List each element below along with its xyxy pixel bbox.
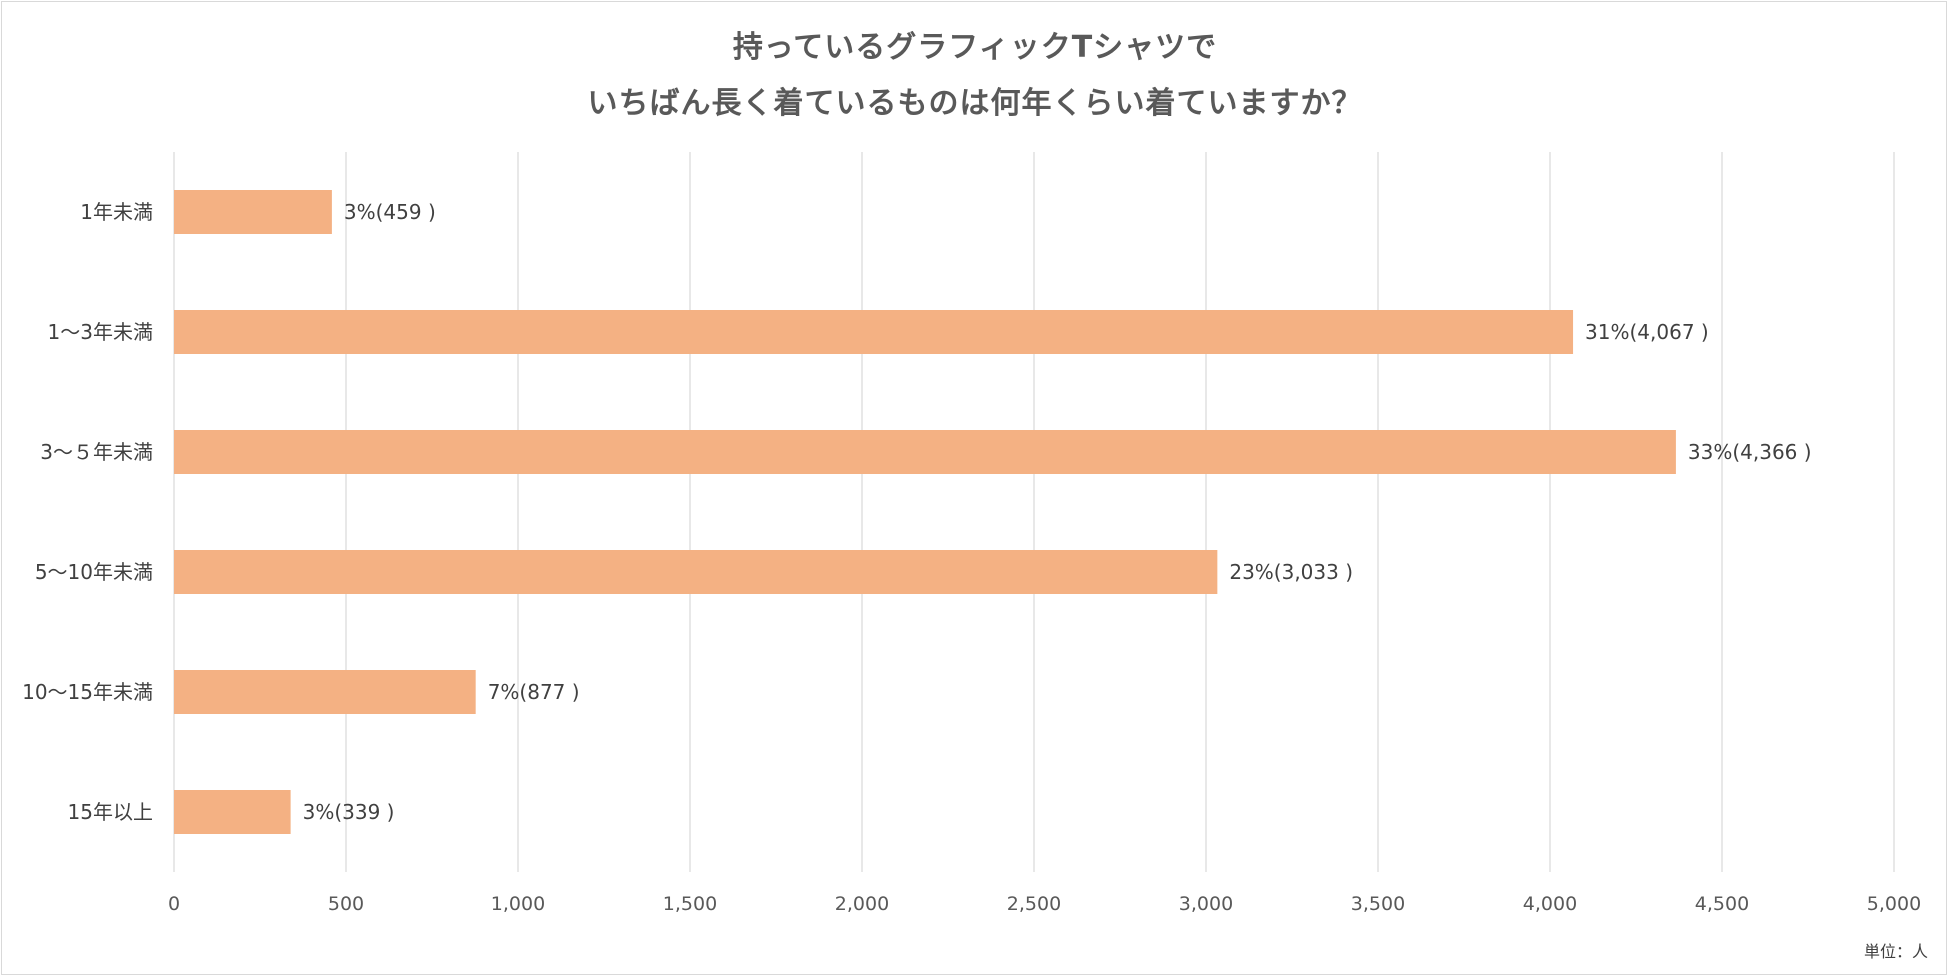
category-label-3: 5〜10年未満 (35, 560, 153, 584)
data-label-4: 7%(877 ) (488, 680, 580, 704)
x-tick-label-6: 3,000 (1179, 893, 1233, 915)
data-label-0: 3%(459 ) (344, 200, 436, 224)
x-tick-label-0: 0 (168, 893, 180, 915)
unit-label: 単位：人 (1863, 942, 1928, 961)
data-label-5: 3%(339 ) (303, 800, 395, 824)
data-label-1: 31%(4,067 ) (1585, 320, 1709, 344)
bar-1 (174, 310, 1574, 354)
x-tick-label-3: 1,500 (663, 893, 717, 915)
x-tick-label-2: 1,000 (491, 893, 545, 915)
bar-2 (174, 430, 1676, 474)
x-tick-label-8: 4,000 (1523, 893, 1577, 915)
bar-3 (174, 550, 1218, 594)
chart-title-line-2: いちばん長く着ているものは何年くらい着ていますか？ (587, 86, 1363, 121)
category-label-1: 1〜3年未満 (48, 320, 153, 344)
bar-4 (174, 670, 476, 714)
x-tick-label-4: 2,000 (835, 893, 889, 915)
x-tick-label-10: 5,000 (1867, 893, 1921, 915)
x-tick-label-1: 500 (328, 893, 364, 915)
x-tick-label-9: 4,500 (1695, 893, 1749, 915)
chart-title-line-1: 持っているグラフィックTシャツで (732, 30, 1218, 65)
category-label-5: 15年以上 (68, 800, 153, 824)
data-label-3: 23%(3,033 ) (1229, 560, 1353, 584)
category-label-4: 10〜15年未満 (22, 680, 153, 704)
x-tick-label-7: 3,500 (1351, 893, 1405, 915)
bar-5 (174, 790, 291, 834)
data-label-2: 33%(4,366 ) (1688, 440, 1812, 464)
bar-0 (174, 190, 332, 234)
category-label-0: 1年未満 (80, 200, 153, 224)
x-tick-label-5: 2,500 (1007, 893, 1061, 915)
category-label-2: 3〜５年未満 (40, 440, 153, 464)
